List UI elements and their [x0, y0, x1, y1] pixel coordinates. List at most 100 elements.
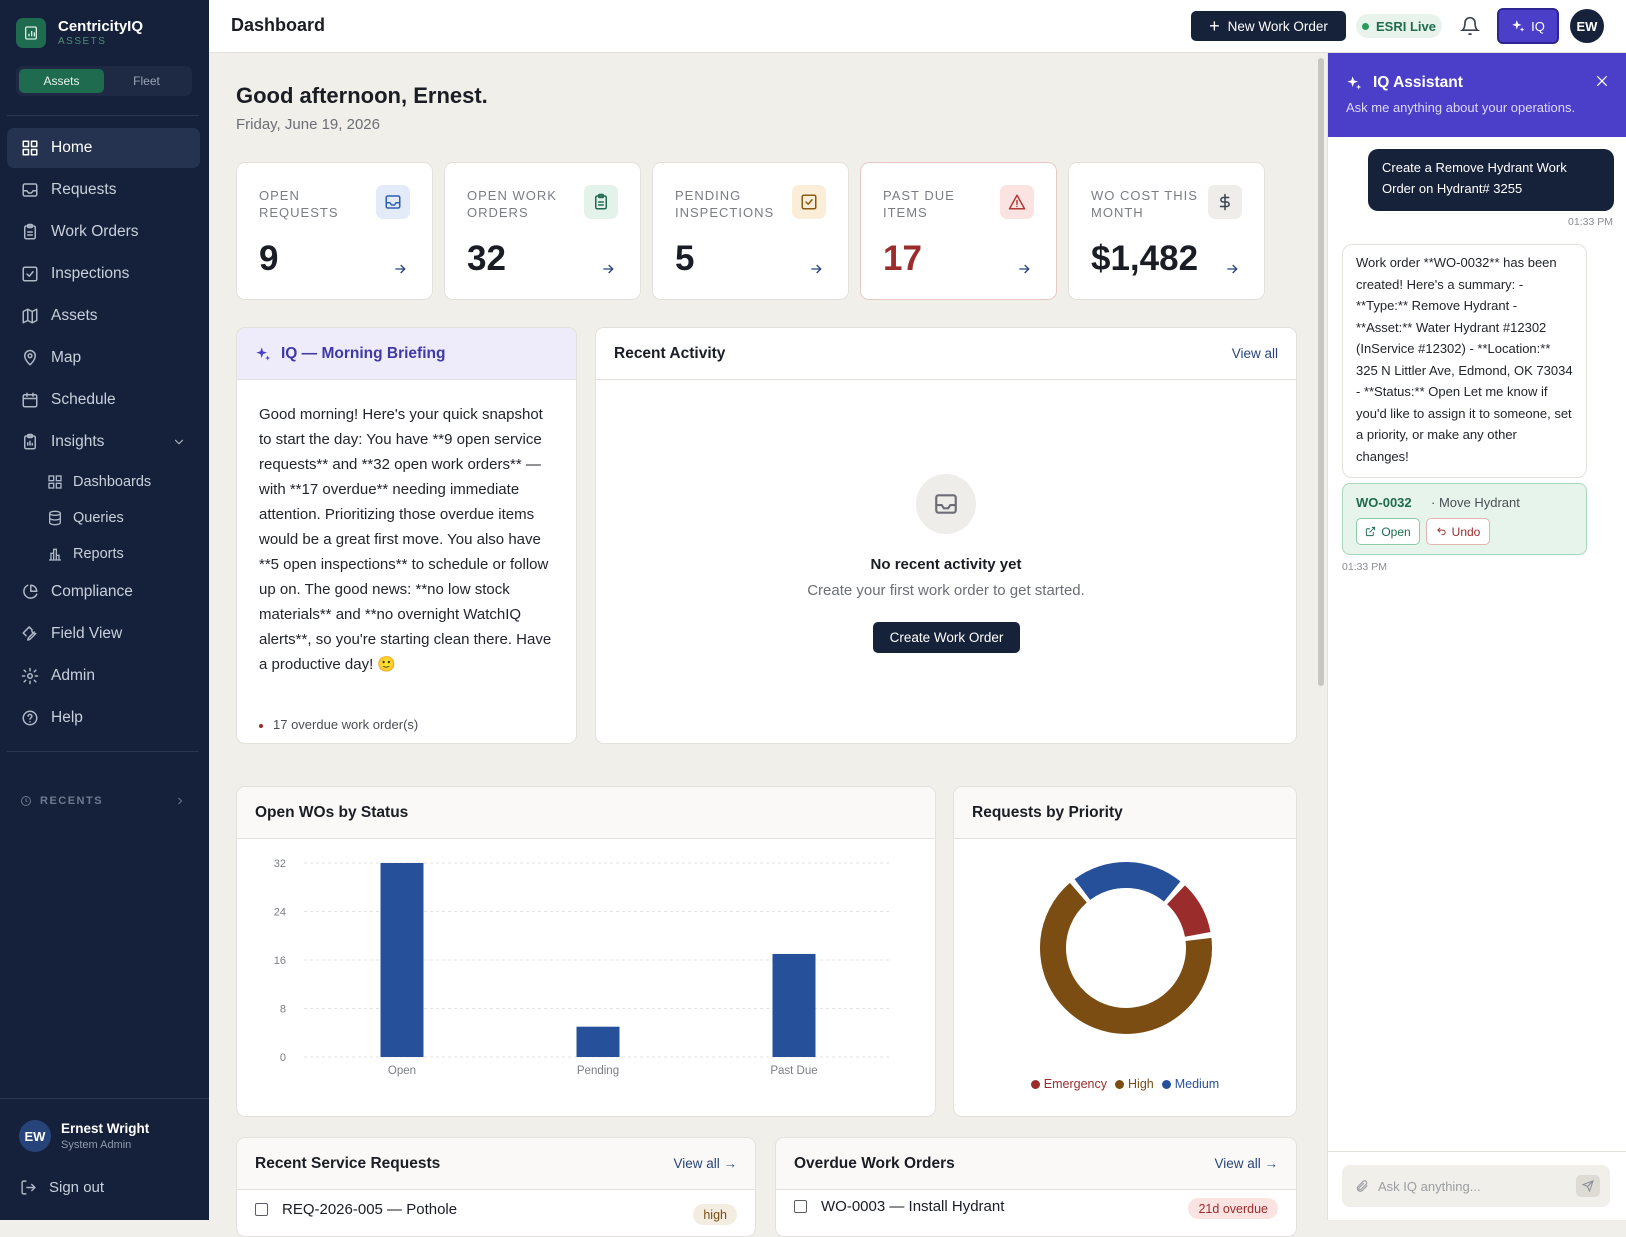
user-message: Create a Remove Hydrant Work Order on Hy… [1368, 149, 1614, 211]
new-work-order-button[interactable]: + New Work Order [1191, 11, 1346, 41]
open-label: Open [1381, 524, 1411, 539]
nav-item-insights[interactable]: Insights [7, 422, 200, 462]
chart-header: Requests by Priority [954, 787, 1296, 839]
iq-chat-input[interactable]: Ask IQ anything... [1342, 1165, 1610, 1207]
nav-item-dashboards[interactable]: Dashboards [7, 464, 200, 500]
alert-triangle-icon [1000, 185, 1034, 219]
card-header: Overdue Work Orders View all → [776, 1138, 1296, 1190]
kpi-open-work-orders[interactable]: OPEN WORK ORDERS 32 [444, 162, 641, 300]
kpi-label: PENDING INSPECTIONS [675, 188, 775, 220]
nav-item-work-orders[interactable]: Work Orders [7, 212, 200, 252]
avatar[interactable]: EW [1570, 9, 1604, 43]
undo-button[interactable]: Undo [1426, 518, 1490, 545]
kpi-wo-cost[interactable]: WO COST THIS MONTH $1,482 [1068, 162, 1265, 300]
assistant-message: Work order **WO-0032** has been created!… [1342, 244, 1587, 478]
empty-title: No recent activity yet [870, 556, 1022, 573]
iq-subtitle: Ask me anything about your operations. [1346, 100, 1576, 115]
user-role: System Admin [61, 1139, 132, 1151]
view-all-link[interactable]: View all → [1214, 1156, 1278, 1171]
grid-icon [22, 140, 38, 156]
work-order-result-card: WO-0032 · Move Hydrant Open Undo [1342, 483, 1587, 555]
kpi-past-due-items[interactable]: PAST DUE ITEMS 17 [860, 162, 1057, 300]
avatar: EW [19, 1120, 51, 1152]
card-title: Recent Service Requests [255, 1154, 441, 1172]
row-checkbox[interactable] [255, 1203, 268, 1216]
work-order-name: · Move Hydrant [1431, 495, 1520, 510]
recents-toggle[interactable]: RECENTS [20, 795, 186, 807]
table-row[interactable]: REQ-2026-005 — Pothole [255, 1201, 457, 1218]
iq-toggle-button[interactable]: IQ [1497, 8, 1559, 44]
nav-item-queries[interactable]: Queries [7, 500, 200, 536]
kpi-open-requests[interactable]: OPEN REQUESTS 9 [236, 162, 433, 300]
app-module: ASSETS [58, 36, 107, 47]
view-all-link[interactable]: View all → [673, 1156, 737, 1171]
undo-label: Undo [1451, 524, 1481, 539]
view-all-link[interactable]: View all [1231, 346, 1278, 361]
mode-switch: Assets Fleet [16, 66, 192, 96]
check-square-icon [22, 266, 38, 282]
status-dot-icon [1362, 22, 1370, 30]
legend-dot-icon [1030, 1080, 1040, 1089]
kpi-value: 17 [883, 239, 922, 278]
brand[interactable]: CentricityIQ ASSETS [16, 18, 143, 48]
nav-item-map[interactable]: Map [7, 338, 200, 378]
wrench-icon [22, 626, 37, 641]
table-row[interactable]: WO-0003 — Install Hydrant [794, 1198, 1004, 1215]
close-icon[interactable] [1594, 73, 1610, 89]
y-tick-label: 16 [274, 955, 286, 967]
nav-item-compliance[interactable]: Compliance [7, 572, 200, 612]
priority-badge: high [693, 1204, 737, 1225]
message-timestamp: 01:33 PM [1568, 216, 1613, 228]
divider [7, 751, 199, 752]
mode-assets-button[interactable]: Assets [19, 69, 104, 93]
nav-item-reports[interactable]: Reports [7, 536, 200, 572]
plus-icon: + [1209, 16, 1220, 36]
briefing-title: IQ — Morning Briefing [281, 344, 446, 362]
chart-legend: Emergency High Medium [954, 1077, 1296, 1091]
arrow-right-icon [600, 261, 616, 277]
nav-item-requests[interactable]: Requests [7, 170, 200, 210]
user-name: Ernest Wright [61, 1121, 150, 1136]
briefing-text: Good morning! Here's your quick snapshot… [259, 406, 552, 673]
inbox-icon [22, 183, 38, 197]
overdue-work-orders-card: Overdue Work Orders View all → WO-0003 —… [775, 1137, 1297, 1237]
kpi-pending-inspections[interactable]: PENDING INSPECTIONS 5 [652, 162, 849, 300]
kpi-label: PAST DUE ITEMS [883, 188, 955, 220]
bar-chart: 0 8 16 24 32 Open Pending Past Due [274, 858, 892, 1077]
sparkle-icon [1347, 76, 1362, 90]
arrow-right-icon [1016, 261, 1032, 277]
work-order-id[interactable]: WO-0032 [1356, 495, 1412, 510]
nav-label: Insights [51, 433, 105, 450]
briefing-header: IQ — Morning Briefing [237, 328, 576, 380]
work-order-title: WO-0003 — Install Hydrant [821, 1198, 1005, 1215]
arrow-right-icon [1224, 261, 1240, 277]
create-work-order-button[interactable]: Create Work Order [873, 622, 1020, 653]
nav-item-help[interactable]: Help [7, 698, 200, 738]
paperclip-icon[interactable] [1355, 1179, 1369, 1193]
send-button[interactable] [1576, 1175, 1600, 1197]
card-title: Overdue Work Orders [794, 1154, 955, 1172]
donut-slice [1040, 882, 1212, 1034]
user-profile[interactable]: EW Ernest Wright System Admin [19, 1120, 149, 1152]
open-wos-chart-card: Open WOs by Status 0 8 16 24 32 Open Pending Pa… [236, 786, 936, 1117]
dollar-icon [1208, 185, 1242, 219]
nav-item-assets[interactable]: Assets [7, 296, 200, 336]
chevron-right-icon [178, 797, 183, 805]
y-tick-label: 8 [280, 1004, 286, 1016]
external-link-icon [1366, 526, 1376, 537]
mode-fleet-button[interactable]: Fleet [133, 74, 160, 88]
row-checkbox[interactable] [794, 1200, 807, 1213]
inbox-icon [916, 474, 976, 534]
clipboard-chart-icon [24, 433, 36, 450]
nav-item-inspections[interactable]: Inspections [7, 254, 200, 294]
nav-item-admin[interactable]: Admin [7, 656, 200, 696]
nav-item-home[interactable]: Home [7, 128, 200, 168]
bar [772, 953, 816, 1057]
kpi-label: OPEN REQUESTS [259, 188, 339, 220]
nav-item-schedule[interactable]: Schedule [7, 380, 200, 420]
open-work-order-button[interactable]: Open [1356, 518, 1420, 545]
nav-item-field-view[interactable]: Field View [7, 614, 200, 654]
notifications-button[interactable] [1459, 16, 1481, 36]
sign-out-button[interactable]: Sign out [20, 1179, 104, 1196]
main-scrollbar[interactable] [1318, 58, 1324, 686]
